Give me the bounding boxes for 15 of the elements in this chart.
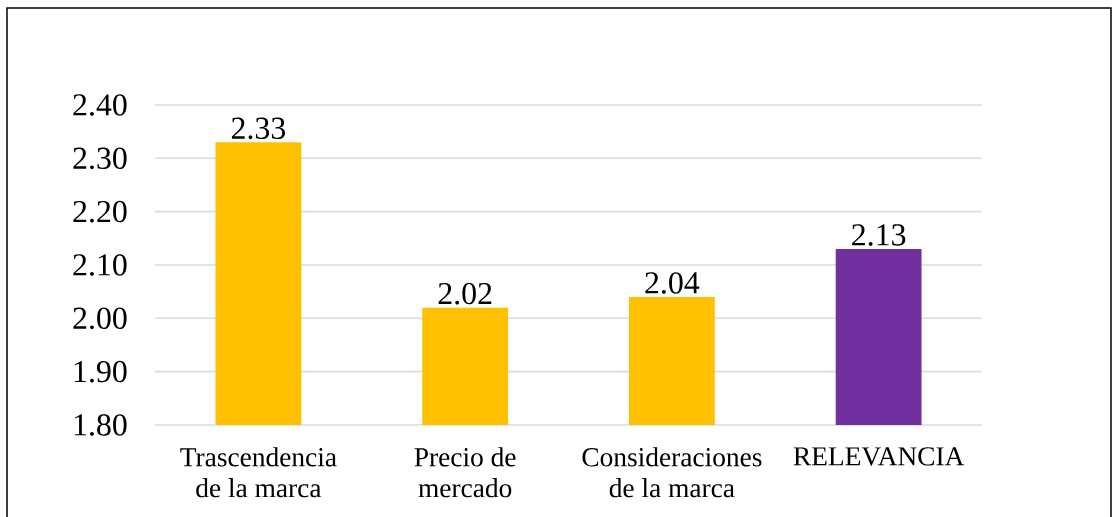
data-label: 2.02 <box>438 282 492 305</box>
x-tick-label: Precio de mercado <box>414 447 516 498</box>
y-tick-label: 2.00 <box>73 307 127 330</box>
y-tick-label: 1.90 <box>74 360 127 383</box>
y-tick-label: 2.20 <box>73 200 127 223</box>
x-tick-label: Trascendencia de la marca <box>180 447 337 498</box>
y-tick-label: 2.30 <box>73 147 127 170</box>
data-label: 2.13 <box>852 224 906 246</box>
data-label: 2.33 <box>231 117 286 140</box>
x-tick-label: RELEVANCIA <box>793 447 965 466</box>
y-tick-label: 2.40 <box>73 94 127 116</box>
y-tick-label: 2.10 <box>73 254 127 276</box>
data-label: 2.04 <box>645 272 700 294</box>
y-tick-label: 1.80 <box>74 414 127 436</box>
x-tick-label: Consideraciones de la marca <box>582 447 762 498</box>
